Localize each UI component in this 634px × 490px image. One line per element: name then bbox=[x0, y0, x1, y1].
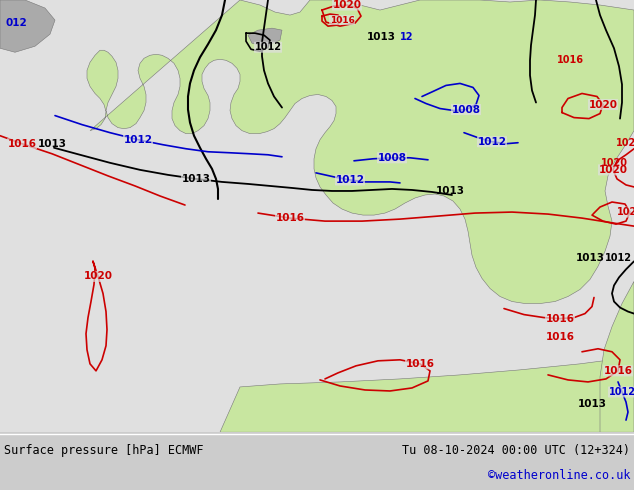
Text: 1020: 1020 bbox=[616, 207, 634, 217]
Text: 1016: 1016 bbox=[276, 213, 304, 223]
Text: ©weatheronline.co.uk: ©weatheronline.co.uk bbox=[488, 468, 630, 482]
Text: 1013: 1013 bbox=[578, 399, 607, 409]
Text: 1016: 1016 bbox=[8, 139, 37, 149]
Polygon shape bbox=[87, 0, 634, 303]
Polygon shape bbox=[600, 281, 634, 432]
Text: 1013: 1013 bbox=[37, 139, 67, 149]
Text: 1013: 1013 bbox=[436, 186, 465, 196]
Text: 12: 12 bbox=[400, 32, 413, 42]
Text: 012: 012 bbox=[5, 18, 27, 28]
Text: Surface pressure [hPa] ECMWF: Surface pressure [hPa] ECMWF bbox=[4, 443, 204, 457]
Text: 1016: 1016 bbox=[330, 16, 354, 24]
Text: 1020: 1020 bbox=[332, 0, 361, 10]
Text: 1020: 1020 bbox=[598, 165, 628, 175]
Polygon shape bbox=[0, 0, 55, 52]
Text: 1012: 1012 bbox=[124, 135, 153, 145]
Text: 1020: 1020 bbox=[588, 99, 618, 110]
Text: 1008: 1008 bbox=[451, 104, 481, 115]
Text: 1008: 1008 bbox=[377, 153, 406, 163]
Text: 1012: 1012 bbox=[609, 387, 634, 397]
Text: 1013: 1013 bbox=[576, 253, 604, 263]
Text: 1012: 1012 bbox=[477, 137, 507, 147]
Text: 1016: 1016 bbox=[545, 314, 574, 323]
Text: 1016: 1016 bbox=[557, 55, 583, 65]
Text: 1020: 1020 bbox=[84, 271, 112, 281]
Text: 1013: 1013 bbox=[181, 174, 210, 184]
Text: 1012: 1012 bbox=[335, 175, 365, 185]
Text: 1020: 1020 bbox=[600, 158, 628, 168]
Polygon shape bbox=[220, 357, 634, 432]
Text: 1016: 1016 bbox=[604, 366, 633, 376]
Text: 1012: 1012 bbox=[604, 253, 631, 263]
Text: 1013: 1013 bbox=[367, 32, 396, 42]
Polygon shape bbox=[248, 28, 282, 46]
Text: 1012: 1012 bbox=[254, 42, 281, 52]
Text: 1016: 1016 bbox=[545, 332, 574, 342]
Text: Tu 08-10-2024 00:00 UTC (12+324): Tu 08-10-2024 00:00 UTC (12+324) bbox=[402, 443, 630, 457]
Text: 1016: 1016 bbox=[406, 359, 434, 369]
Text: 1020: 1020 bbox=[616, 138, 634, 147]
